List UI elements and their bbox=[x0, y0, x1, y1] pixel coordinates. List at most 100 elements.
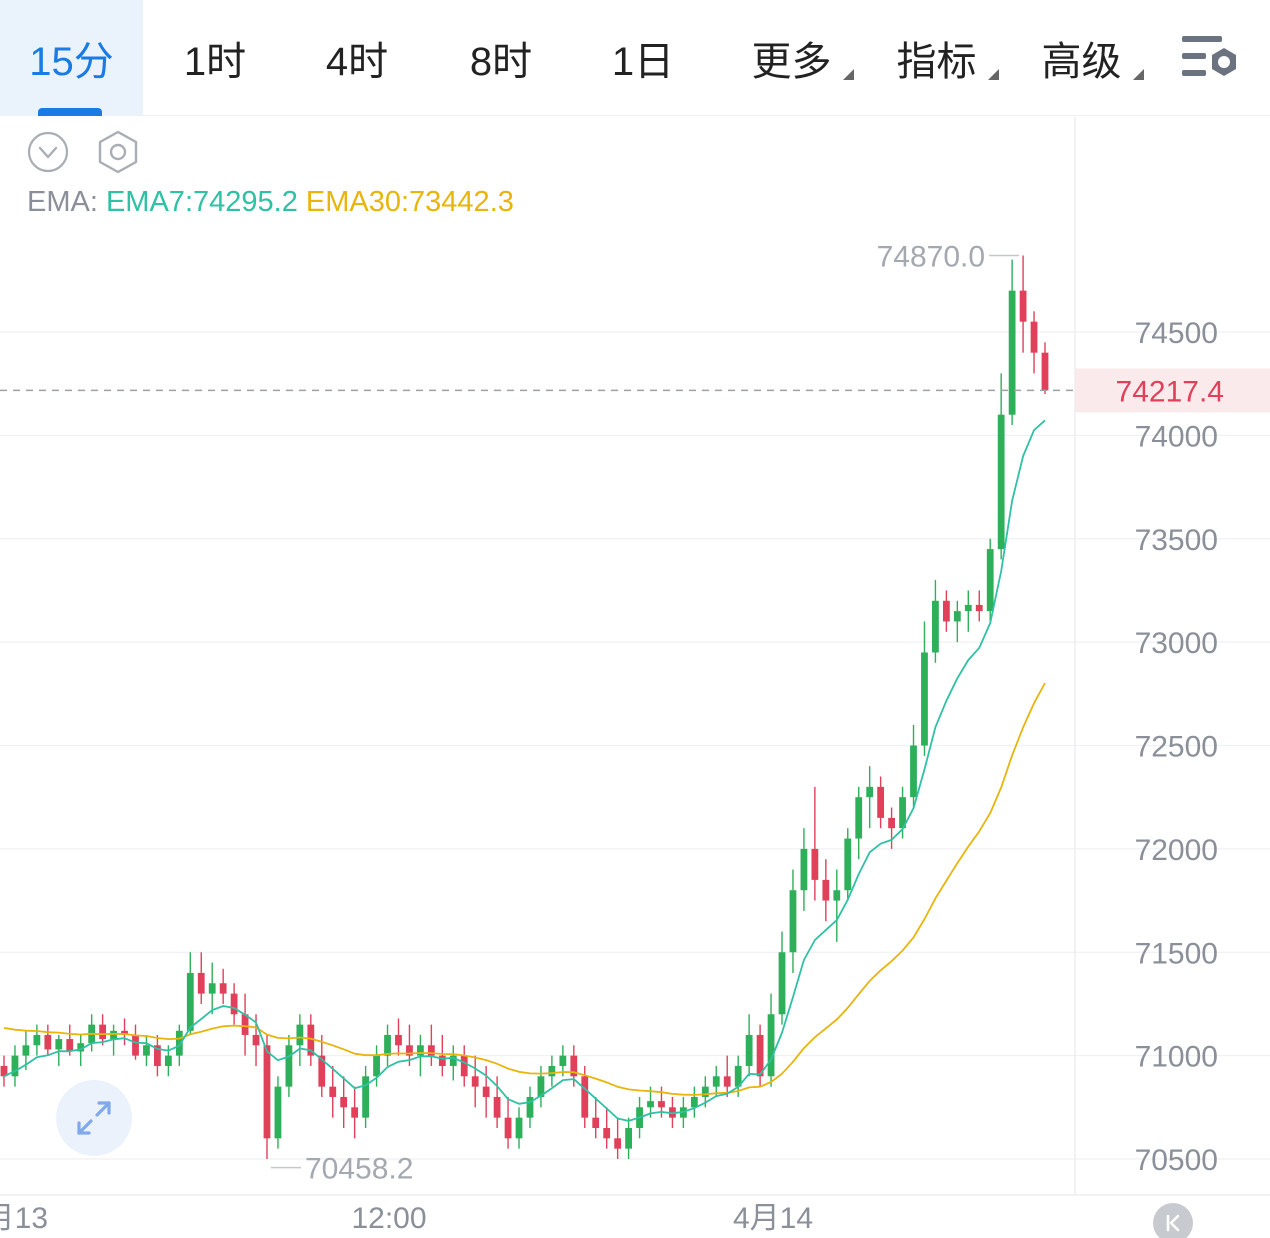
candle-body bbox=[44, 1034, 52, 1050]
candle-body bbox=[559, 1055, 567, 1066]
tab-label: 8时 bbox=[469, 40, 533, 84]
candle-body bbox=[712, 1076, 720, 1087]
current-price-label: 74217.4 bbox=[1116, 375, 1224, 408]
candle-body bbox=[789, 890, 797, 953]
tab-1day[interactable]: 1日 bbox=[578, 0, 708, 116]
ema7-value: EMA7:74295.2 bbox=[105, 186, 298, 218]
candle-body bbox=[11, 1055, 19, 1077]
candle-body bbox=[800, 848, 808, 891]
candle-body bbox=[997, 414, 1005, 550]
tab-label: 4时 bbox=[325, 40, 389, 84]
y-axis-tick-label: 74500 bbox=[1135, 317, 1218, 350]
candle-body bbox=[274, 1086, 282, 1139]
expand-arrows-icon[interactable] bbox=[56, 1080, 132, 1156]
hexagon-settings-icon[interactable] bbox=[95, 129, 141, 175]
candle-body bbox=[526, 1096, 534, 1118]
candle-body bbox=[614, 1138, 622, 1149]
candle-body bbox=[570, 1055, 578, 1077]
y-axis-tick-label: 74000 bbox=[1135, 420, 1218, 453]
candle-body bbox=[942, 600, 950, 622]
chevron-down-icon[interactable] bbox=[27, 131, 69, 173]
candle-body bbox=[932, 600, 939, 653]
candle-body bbox=[329, 1086, 337, 1097]
candle-body bbox=[263, 1045, 271, 1139]
candlestick-chart[interactable]: 74500 74000 73500 73000 72500 72000 71500 71000… bbox=[0, 117, 1270, 1238]
ema30-value: EMA30:73442.3 bbox=[305, 186, 514, 218]
candle-body bbox=[855, 797, 863, 839]
candle-body bbox=[1008, 290, 1016, 415]
y-axis-tick-label: 71000 bbox=[1135, 1041, 1218, 1074]
scroll-to-latest-icon[interactable] bbox=[1153, 1203, 1193, 1238]
candle-body bbox=[384, 1034, 391, 1056]
candle-body bbox=[164, 1055, 172, 1066]
candle-body bbox=[143, 1045, 150, 1056]
candle-body bbox=[548, 1065, 556, 1077]
candle-body bbox=[647, 1101, 654, 1108]
candle-body bbox=[603, 1127, 611, 1139]
candle-body bbox=[296, 1024, 304, 1046]
candle-body bbox=[230, 993, 238, 1015]
candle-body bbox=[197, 972, 205, 994]
candle-body bbox=[121, 1030, 128, 1035]
candle-body bbox=[778, 952, 786, 1015]
candle-body bbox=[219, 983, 227, 994]
current-price-tag-bg bbox=[1075, 368, 1270, 413]
candle-body bbox=[844, 838, 852, 891]
chart-settings-icon[interactable] bbox=[1180, 34, 1242, 84]
candle-body bbox=[427, 1045, 435, 1056]
candle-body bbox=[77, 1043, 85, 1052]
candle-body bbox=[1041, 352, 1049, 391]
tab-label: 15分 bbox=[29, 40, 114, 84]
candle-body bbox=[208, 983, 216, 994]
candle-body bbox=[811, 848, 819, 880]
candle-body bbox=[515, 1117, 523, 1139]
candle-body bbox=[307, 1024, 315, 1056]
candle-body bbox=[0, 1065, 8, 1077]
ema-legend-label: EMA: bbox=[27, 186, 98, 218]
candle-body bbox=[581, 1076, 589, 1118]
tab-label: 高级 bbox=[1041, 40, 1122, 84]
candle-body bbox=[953, 611, 961, 622]
candle-body bbox=[395, 1034, 402, 1046]
candle-body bbox=[625, 1127, 632, 1149]
candle-body bbox=[1030, 321, 1038, 353]
x-axis-tick-label: 4月14 bbox=[733, 1202, 813, 1235]
candle-body bbox=[504, 1117, 512, 1139]
y-axis-tick-label: 72000 bbox=[1135, 834, 1218, 867]
candle-body bbox=[690, 1096, 698, 1108]
candle-body bbox=[1019, 290, 1027, 322]
high-price-label: 74870.0 bbox=[877, 241, 985, 274]
tab-more-dropdown[interactable]: 更多 bbox=[735, 0, 860, 116]
candle-body bbox=[285, 1045, 293, 1087]
tab-label: 1日 bbox=[611, 40, 675, 84]
candle-body bbox=[745, 1034, 753, 1066]
tab-label: 更多 bbox=[751, 40, 832, 84]
tab-8hour[interactable]: 8时 bbox=[436, 0, 566, 116]
tab-advanced-dropdown[interactable]: 高级 bbox=[1025, 0, 1150, 116]
candle-body bbox=[186, 972, 194, 1031]
candle-body bbox=[964, 604, 972, 612]
tab-4hour[interactable]: 4时 bbox=[292, 0, 422, 116]
candle-body bbox=[734, 1065, 742, 1087]
tab-indicators-dropdown[interactable]: 指标 bbox=[880, 0, 1005, 116]
candle-body bbox=[658, 1101, 665, 1108]
y-axis-tick-label: 71500 bbox=[1135, 937, 1218, 970]
candle-body bbox=[252, 1034, 260, 1046]
candle-body bbox=[877, 786, 885, 818]
candle-body bbox=[66, 1039, 74, 1052]
candle-body bbox=[482, 1086, 490, 1097]
candle-body bbox=[99, 1024, 107, 1040]
candle-body bbox=[537, 1076, 545, 1097]
y-axis-tick-label: 73500 bbox=[1135, 524, 1218, 557]
candle-body bbox=[33, 1034, 41, 1046]
candle-body bbox=[888, 817, 895, 829]
tab-15min[interactable]: 15分 bbox=[0, 0, 143, 116]
candle-body bbox=[449, 1055, 457, 1066]
candle-body bbox=[175, 1030, 183, 1056]
candle-body bbox=[406, 1045, 413, 1056]
tab-1hour[interactable]: 1时 bbox=[150, 0, 280, 116]
y-axis-tick-label: 73000 bbox=[1135, 627, 1218, 660]
ema-legend: EMA: EMA7:74295.2 EMA30:73442.3 bbox=[27, 186, 514, 219]
candle-body bbox=[318, 1055, 326, 1087]
candle-body bbox=[373, 1055, 380, 1077]
